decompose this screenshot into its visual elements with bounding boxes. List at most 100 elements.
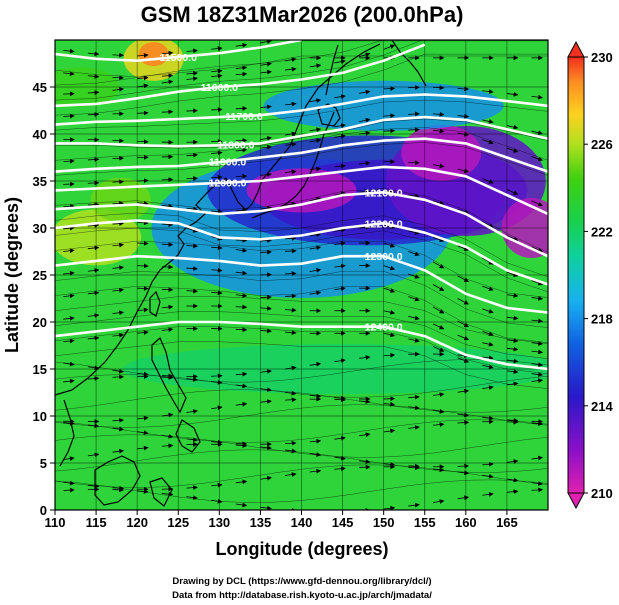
wind-arrow (432, 392, 445, 397)
wind-arrow (186, 71, 198, 76)
wind-arrow (482, 364, 494, 370)
wind-arrow (235, 502, 248, 508)
wind-arrow (432, 346, 445, 352)
wind-arrow (260, 40, 272, 44)
wind-arrow (531, 200, 543, 207)
wind-arrow (285, 169, 297, 175)
wind-arrow (531, 280, 544, 286)
wind-arrow (211, 209, 223, 214)
wind-arrow (161, 222, 174, 227)
wind-arrow (235, 208, 248, 213)
height-contour (55, 254, 548, 314)
wind-arrow (482, 119, 494, 124)
wind-arrow (383, 113, 396, 119)
wind-arrow (87, 245, 100, 251)
wind-arrow (334, 397, 346, 403)
streamline (55, 374, 548, 398)
wind-arrow (432, 409, 445, 414)
wind-arrow (112, 310, 124, 316)
wind-arrow (211, 73, 223, 79)
wind-arrow (482, 285, 494, 291)
wind-arrow (186, 437, 198, 443)
wind-arrow (235, 401, 248, 407)
streamline (55, 40, 424, 101)
wind-arrow (457, 495, 470, 501)
wind-arrow (358, 189, 371, 195)
streamline (55, 389, 548, 413)
wind-arrow (260, 445, 272, 451)
wind-arrow (506, 489, 519, 495)
wind-arrow (87, 90, 100, 95)
coastline-russia (289, 43, 381, 147)
credit-line-2: Data from http://database.rish.kyoto-u.a… (172, 590, 432, 601)
streamline (55, 270, 548, 328)
wind-arrow (408, 315, 420, 321)
wind-arrow (358, 432, 371, 438)
wind-arrow (482, 461, 494, 467)
wind-arrow (457, 320, 470, 327)
wind-arrow (87, 112, 100, 117)
height-contour (55, 40, 302, 62)
wind-arrow (285, 36, 296, 38)
wind-arrow (334, 123, 346, 129)
wind-arrow (161, 433, 174, 439)
wind-arrow (63, 487, 75, 493)
wind-arrow (408, 394, 420, 400)
wind-arrow (235, 71, 248, 77)
wind-arrow (531, 341, 544, 346)
colorbar-min-triangle (567, 492, 585, 510)
wind-arrow (482, 139, 494, 145)
wind-arrow (334, 395, 346, 401)
contour-label: 12200.0 (365, 218, 403, 230)
wind-arrow (87, 202, 100, 208)
wind-arrow (408, 296, 420, 302)
wind-arrow (358, 89, 371, 95)
wind-arrow (211, 482, 223, 488)
streamline (55, 434, 548, 458)
wind-arrow (408, 405, 420, 411)
wind-arrow (334, 59, 346, 64)
wind-arrow (432, 306, 445, 314)
wind-arrow (432, 163, 445, 169)
colorbar-tick-label: 210 (591, 486, 613, 501)
wind-arrow (506, 293, 519, 298)
wind-arrow (383, 505, 396, 510)
wind-arrow (358, 355, 371, 360)
coastline-taiwan (149, 290, 161, 317)
wind-arrow (457, 298, 470, 305)
wind-arrow (260, 238, 272, 243)
wind-arrow (112, 368, 124, 374)
wind-arrow (334, 263, 346, 269)
wind-arrow (309, 393, 322, 399)
colorbar-tick-label: 226 (591, 137, 613, 152)
chart-title: GSM 18Z31Mar2026 (200.0hPa) (141, 2, 464, 27)
wind-arrow (211, 379, 223, 385)
wind-arrow (137, 330, 149, 335)
wind-arrow (506, 346, 519, 352)
temperature-blob (90, 177, 151, 222)
wind-arrow (137, 307, 149, 313)
wind-arrow (482, 473, 494, 479)
streamline (55, 53, 548, 116)
wind-arrow (186, 227, 198, 233)
wind-arrow (457, 463, 470, 469)
wind-arrow (309, 138, 322, 144)
wind-streamlines (55, 36, 548, 510)
wind-arrow (482, 492, 494, 497)
wind-arrow (63, 378, 75, 384)
wind-arrow (260, 205, 272, 211)
x-tick-label: 155 (414, 515, 436, 530)
wind-arrow (309, 438, 322, 444)
wind-arrow (137, 75, 149, 81)
wind-arrow (408, 193, 420, 199)
wind-arrow (506, 459, 519, 464)
wind-arrow (457, 412, 470, 418)
wind-arrow (63, 203, 75, 209)
wind-arrow (87, 51, 100, 57)
wind-arrow (63, 225, 75, 231)
wind-arrow (235, 383, 248, 389)
wind-arrow (87, 376, 100, 381)
coastline-vietnam (59, 399, 75, 467)
wind-arrow (63, 293, 75, 299)
